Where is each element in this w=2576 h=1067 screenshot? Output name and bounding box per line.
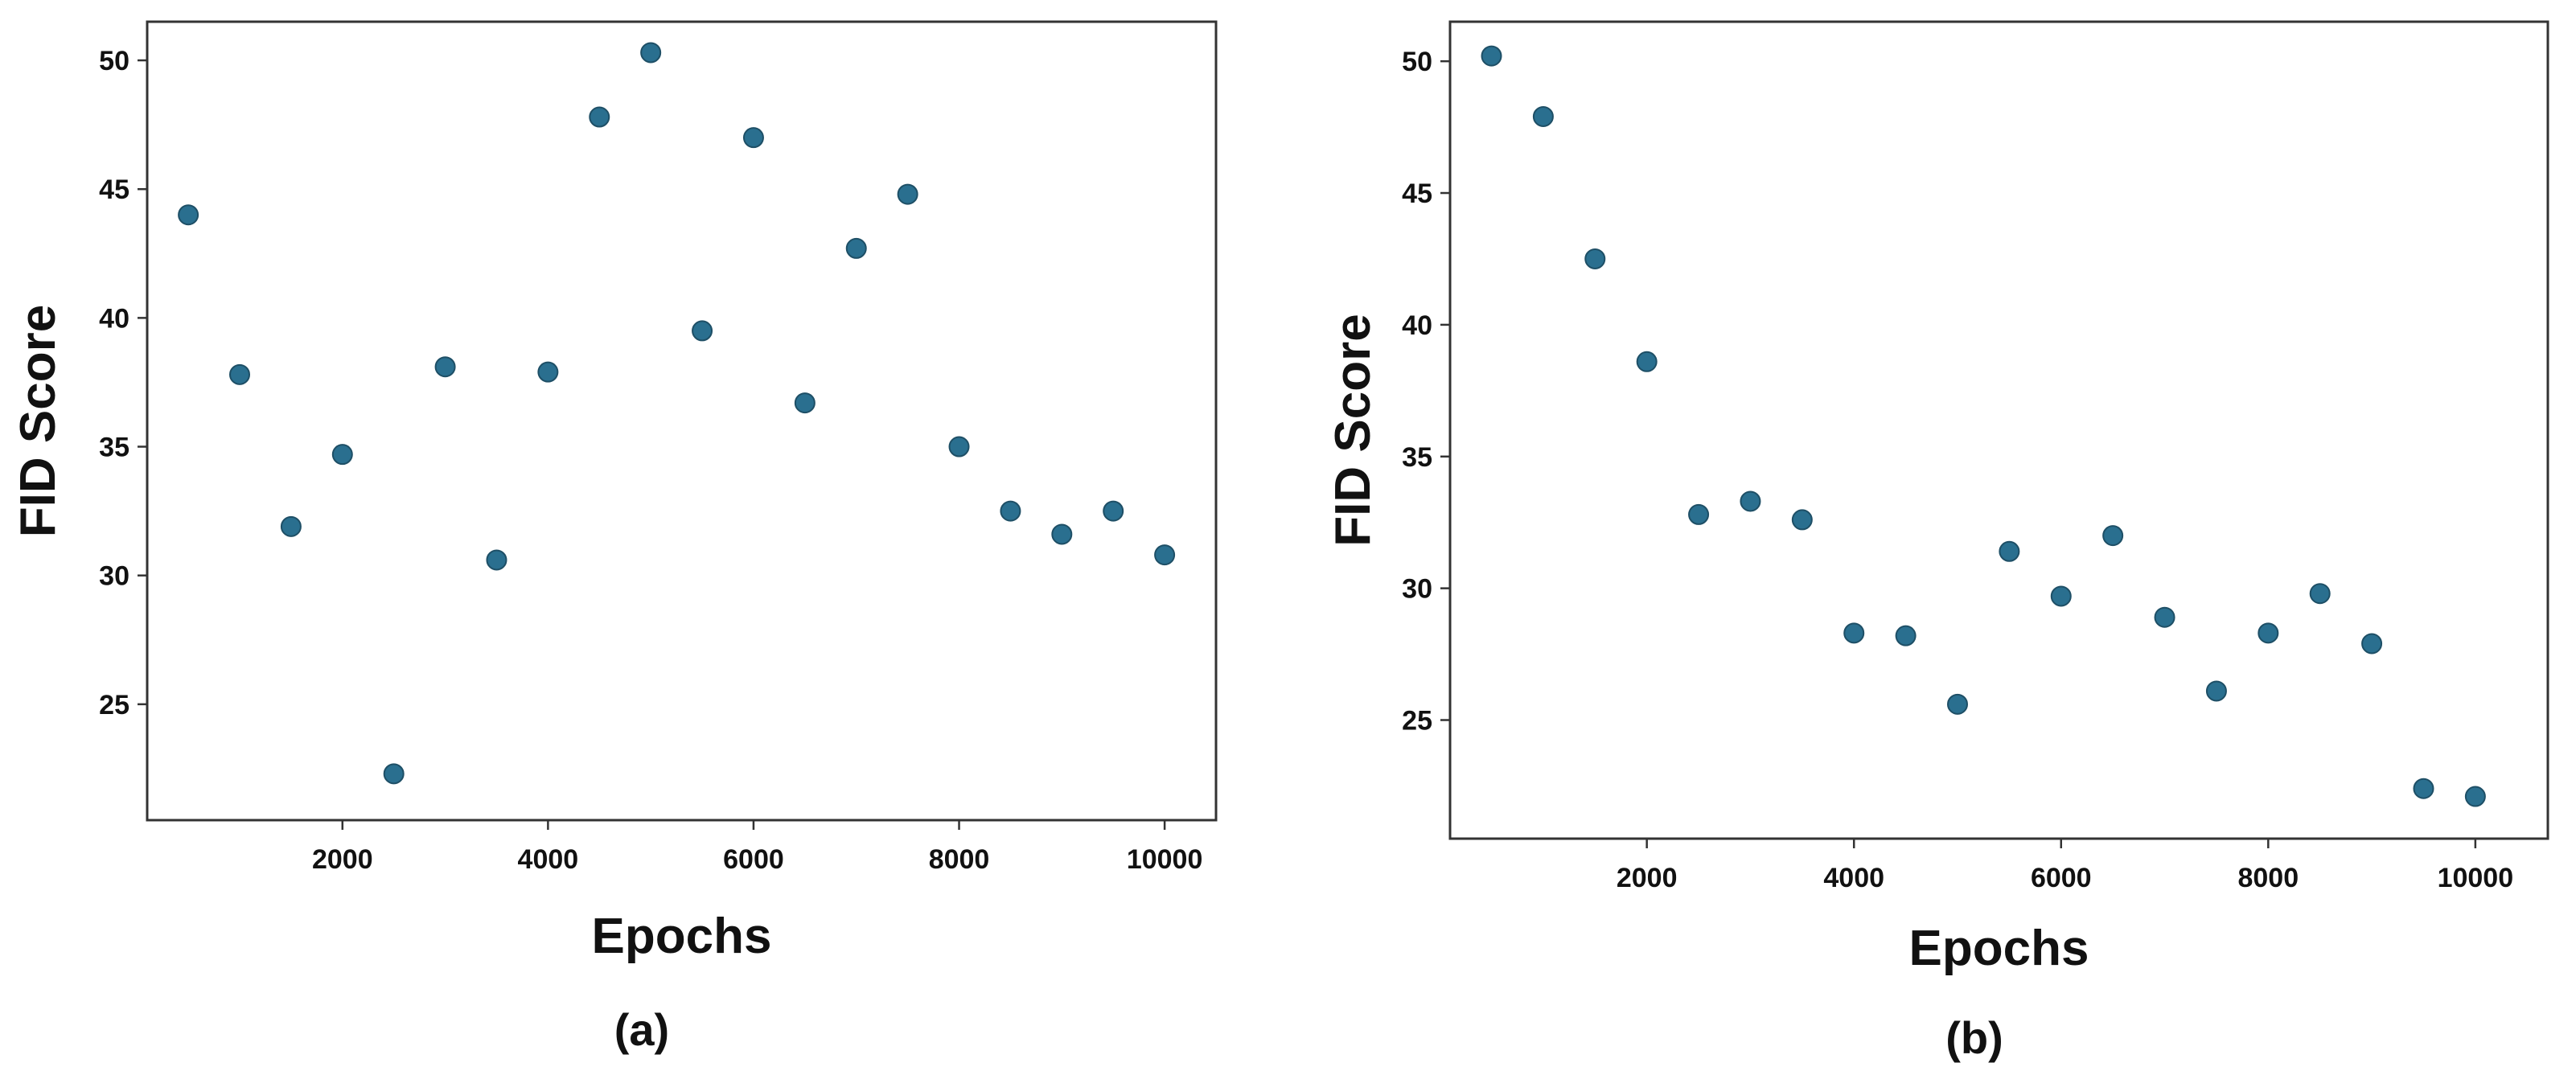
scatter-point	[486, 549, 507, 571]
scatter-point	[2413, 778, 2434, 799]
x-tick-label: 4000	[518, 844, 579, 875]
scatter-point	[1154, 544, 1176, 566]
x-axis-title: Epochs	[592, 909, 772, 964]
scatter-point	[742, 127, 764, 149]
y-tick-label: 40	[99, 303, 129, 334]
scatter-point	[1843, 622, 1865, 644]
scatter-point	[1636, 351, 1658, 372]
y-tick-label: 35	[1402, 442, 1432, 473]
y-axis-title: FID Score	[10, 305, 66, 537]
scatter-point	[692, 320, 713, 342]
x-tick-label: 2000	[312, 844, 373, 875]
scatter-point	[178, 204, 199, 226]
scatter-point	[1895, 625, 1917, 646]
scatter-chart-b: 25 30 35 40 45 50 2000 4000 6000 8000 10000 Epochs F…	[1325, 20, 2549, 1063]
scatter-point	[434, 356, 456, 378]
scatter-point	[2154, 606, 2175, 628]
x-tick-label: 6000	[2031, 863, 2092, 893]
scatter-point	[2050, 585, 2072, 607]
x-tick-label: 6000	[723, 844, 784, 875]
y-tick-label: 45	[1402, 179, 1432, 209]
scatter-point	[229, 363, 251, 385]
scatter-point	[383, 763, 405, 785]
x-tick-label: 10000	[2438, 863, 2514, 893]
y-tick-label: 40	[1402, 310, 1432, 341]
scatter-point	[2361, 633, 2383, 655]
y-tick-label: 25	[1402, 706, 1432, 737]
scatter-point	[640, 42, 662, 64]
y-tick-label: 30	[1402, 574, 1432, 605]
scatter-point	[331, 444, 353, 466]
scatter-point	[2205, 680, 2227, 702]
x-tick-label: 2000	[1617, 863, 1678, 893]
scatter-point	[2309, 583, 2331, 605]
y-tick-label: 35	[99, 433, 129, 463]
y-tick-label: 45	[99, 174, 129, 205]
scatter-point	[1584, 248, 1606, 269]
scatter-point	[1000, 500, 1021, 522]
x-tick-label: 10000	[1127, 844, 1203, 875]
x-tick-label: 8000	[2237, 863, 2299, 893]
x-tick-label: 4000	[1823, 863, 1884, 893]
x-tick-label: 8000	[929, 844, 990, 875]
scatter-point	[2258, 622, 2279, 644]
y-axis-title: FID Score	[1325, 314, 1381, 546]
scatter-point	[1946, 693, 1968, 715]
scatter-point	[897, 183, 918, 205]
scatter-point	[1791, 509, 1813, 531]
scatter-point	[280, 515, 302, 537]
scatter-point	[1103, 500, 1124, 522]
scatter-point	[794, 392, 816, 414]
scatter-point	[845, 237, 867, 259]
y-tick-label: 50	[99, 46, 129, 76]
x-axis-title: Epochs	[1909, 921, 2089, 976]
scatter-point	[1999, 540, 2020, 562]
scatter-point	[1051, 523, 1073, 545]
scatter-chart-a: 25 30 35 40 45 50 2000 4000 6000 8000 10000 Epochs F…	[10, 20, 1218, 1055]
panel-caption: (a)	[614, 1004, 669, 1055]
y-tick-label: 30	[99, 561, 129, 592]
scatter-point	[948, 436, 970, 458]
scatter-point	[537, 361, 559, 383]
scatter-point	[589, 106, 610, 128]
plot-frame	[1448, 20, 2549, 840]
scatter-point	[1688, 503, 1710, 525]
panel-caption: (b)	[1945, 1012, 2003, 1063]
scatter-point	[1481, 45, 1502, 67]
scatter-point	[2464, 786, 2486, 807]
plot-frame	[146, 20, 1218, 822]
scatter-point	[1532, 105, 1554, 127]
y-tick-label: 50	[1402, 47, 1432, 77]
scatter-point	[1740, 490, 1761, 512]
y-tick-label: 25	[99, 690, 129, 720]
scatter-point	[2102, 525, 2124, 547]
